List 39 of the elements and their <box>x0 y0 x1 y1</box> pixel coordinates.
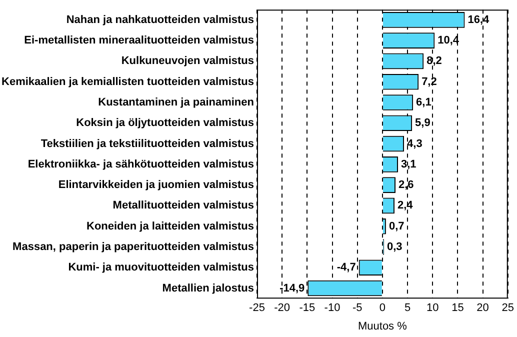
y-tick-label: Koksin ja öljytuotteiden valmistus <box>76 117 254 130</box>
x-tick-label: -15 <box>299 302 316 314</box>
y-tick-label: Metallituotteiden valmistus <box>112 200 254 212</box>
y-tick-label: Ei-metallisten mineraalituotteiden valmistus <box>24 34 254 47</box>
x-tick-label: -25 <box>249 302 265 314</box>
data-label: 3,1 <box>400 158 416 170</box>
y-tick-label: Tekstiilien ja tekstiilituotteiden valmistus <box>40 138 254 150</box>
x-tick-label: 20 <box>476 302 489 314</box>
x-tick-label: -5 <box>352 302 362 314</box>
x-tick-label: 25 <box>502 302 514 314</box>
y-tick-label: Elintarvikkeiden ja juomien valmistus <box>58 179 254 192</box>
y-tick-label: Nahan ja nahkatuotteiden valmistus <box>66 14 254 26</box>
data-label: 6,1 <box>416 96 432 109</box>
x-tick-label: 15 <box>452 302 464 314</box>
data-label: 4,3 <box>407 138 422 150</box>
x-tick-label: -20 <box>274 302 290 314</box>
x-tick-label: 10 <box>426 302 439 314</box>
y-tick-label: Elektroniikka- ja sähkötuotteiden valmistus <box>28 158 254 170</box>
data-label: -4,7 <box>336 262 356 274</box>
y-tick-label: Kustantaminen ja painaminen <box>98 96 254 109</box>
y-tick-label: Kemikaalien ja kemiallisten tuotteiden valmistus <box>2 76 254 88</box>
data-label: 2,6 <box>398 179 414 192</box>
y-tick-label: Kumi- ja muovituotteiden valmistus <box>68 262 254 274</box>
x-tick-label: 5 <box>404 302 411 314</box>
data-label: 0,3 <box>386 241 402 254</box>
x-tick-label: -10 <box>324 302 340 314</box>
data-label: -14,9 <box>280 282 305 294</box>
y-tick-label: Kulkuneuvojen valmistus <box>121 55 254 68</box>
x-axis-title: Muutos % <box>358 320 408 332</box>
x-tick-label: 0 <box>379 302 386 314</box>
data-label: 5,9 <box>415 117 430 130</box>
y-tick-label: Massan, paperin ja paperituotteiden valmistus <box>12 241 254 254</box>
data-label: 0,7 <box>388 220 404 232</box>
y-tick-label: Koneiden ja laitteiden valmistus <box>86 220 254 232</box>
y-tick-label: Metallien jalostus <box>162 282 254 294</box>
data-label: 8,2 <box>426 55 442 68</box>
data-label: 10,4 <box>438 34 460 47</box>
data-label: 16,4 <box>468 14 490 26</box>
data-label: 2,4 <box>397 200 414 212</box>
